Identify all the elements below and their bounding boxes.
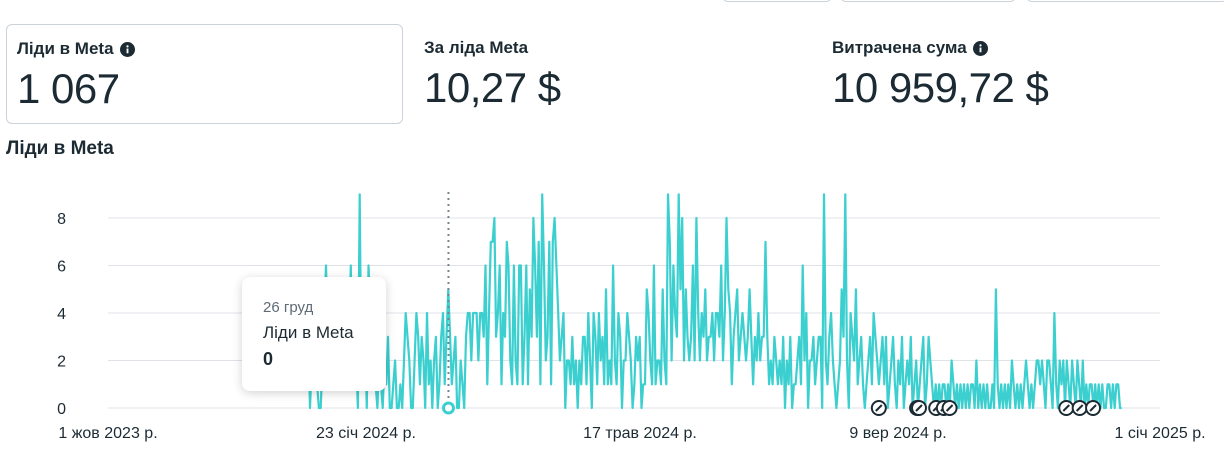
series-line-leads [301,193,1122,410]
annotation-marker-icon[interactable] [1085,400,1102,416]
metric-label-cost-per-lead: За ліда Meta [424,38,529,57]
tooltip-value: 0 [263,349,274,369]
annotation-marker-icon[interactable] [1058,400,1075,416]
chart-tooltip: 26 груд Ліди в Meta 0 [242,277,386,391]
chart-title: Ліди в Meta [6,138,114,159]
y-tick-label: 0 [57,401,66,418]
annotation-marker-icon[interactable] [870,400,887,416]
metric-value-leads: 1 067 [17,65,120,112]
leads-line-chart[interactable]: 0 2 4 6 8 1 жов 2023 р. 23 січ 2024 р. 17 трав … [0,170,1224,454]
top-button-3[interactable] [1026,0,1224,2]
x-tick-label: 9 вер 2024 р. [849,425,946,442]
metric-value-spent: 10 959,72 $ [832,64,1049,111]
y-tick-label: 2 [57,354,66,371]
annotation-marker-icon[interactable] [1071,400,1088,416]
metric-value-cost-per-lead: 10,27 $ [424,64,561,111]
metric-card-cost-per-lead: За ліда Meta 10,27 $ [414,24,809,122]
metric-card-leads[interactable]: Ліди в Meta 1 067 [6,24,403,124]
y-tick-label: 4 [57,306,66,323]
metric-card-spent: Витрачена сума 10 959,72 $ [822,24,1217,122]
y-tick-label: 6 [57,259,66,276]
metric-label-leads: Ліди в Meta [17,39,135,59]
top-button-1[interactable] [722,0,832,2]
metric-label-spent: Витрачена сума [832,38,988,58]
top-button-2[interactable] [840,0,1016,2]
hover-point [441,401,455,415]
annotation-marker-icon[interactable] [910,400,927,416]
y-tick-label: 8 [57,211,66,228]
x-tick-label: 1 січ 2025 р. [1114,425,1205,442]
x-tick-label: 17 трав 2024 р. [583,425,697,442]
info-icon[interactable] [972,40,988,56]
tooltip-date: 26 груд [263,299,314,316]
x-tick-label: 23 січ 2024 р. [316,425,416,442]
annotation-marker-icon[interactable] [941,400,958,416]
info-icon[interactable] [119,41,135,57]
x-tick-label: 1 жов 2023 р. [58,425,157,442]
tooltip-series: Ліди в Meta [263,323,354,342]
